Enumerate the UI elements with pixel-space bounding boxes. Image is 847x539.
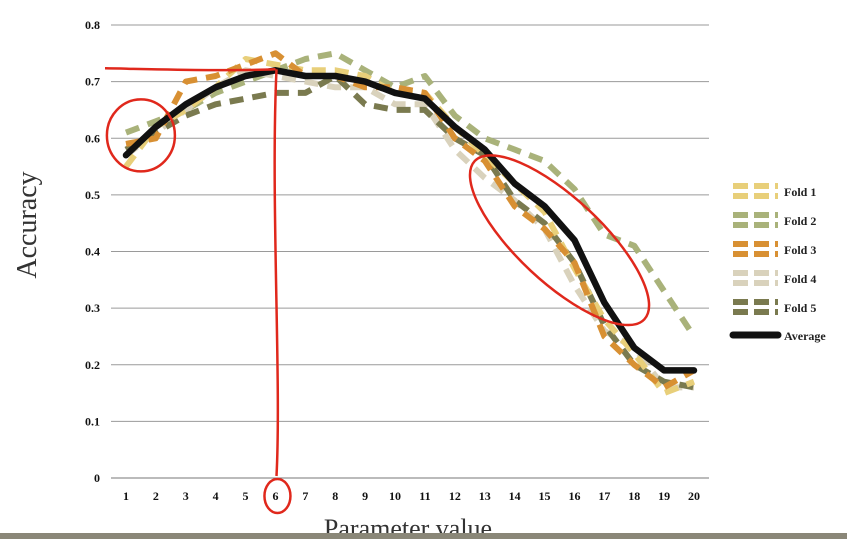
y-tick-label: 0 [94,471,100,485]
grid-lines [111,24,709,479]
y-tick-label: 0.4 [85,245,100,259]
x-tick-label: 12 [449,489,461,503]
y-tick-label: 0.6 [85,131,100,145]
x-tick-label: 1 [123,489,129,503]
y-tick-label: 0.8 [85,18,100,32]
legend-label: Average [784,329,826,343]
annotation-ellipse-descent [468,154,651,327]
x-tick-label: 9 [362,489,368,503]
x-tick-label: 7 [302,489,308,503]
y-tick-label: 0.7 [85,75,100,89]
y-tick-label: 0.2 [85,358,100,372]
x-tick-label: 6 [272,489,278,503]
y-tick-label: 0.3 [85,301,100,315]
series-line-fold-2 [124,50,697,339]
annotation-vertical-line [273,69,280,477]
legend-label: Fold 3 [784,243,816,257]
annotation-circle-start [105,98,177,173]
x-tick-label: 5 [243,489,249,503]
x-tick-label: 10 [389,489,401,503]
series-lines [122,50,698,397]
x-tick-label: 3 [183,489,189,503]
x-tick-label: 13 [479,489,491,503]
x-tick-label: 2 [153,489,159,503]
y-tick-label: 0.1 [85,414,100,428]
x-tick-label: 18 [628,489,640,503]
series-line-average [122,67,698,374]
legend-label: Fold 5 [784,301,816,315]
x-tick-label: 4 [213,489,219,503]
x-tick-labels: 1 2 3 4 5 6 7 8 9 10 11 12 13 14 15 16 17 18 19 20 [123,489,700,503]
legend-label: Fold 4 [784,272,816,286]
y-axis-title: Accuracy [12,171,43,278]
bottom-divider [0,533,847,539]
x-tick-label: 15 [539,489,551,503]
red-annotations [104,67,651,515]
x-tick-label: 11 [419,489,430,503]
y-tick-label: 0.5 [85,188,100,202]
x-tick-label: 8 [332,489,338,503]
annotation-peak-line [104,67,276,72]
series-line-fold-3 [125,50,696,391]
x-tick-label: 19 [658,489,670,503]
legend-label: Fold 1 [784,185,816,199]
legend: Fold 1 Fold 2 Fold 3 Fold 4 Fold 5 Average [729,183,826,343]
x-tick-label: 17 [598,489,610,503]
annotation-circle-x6 [263,477,292,515]
legend-label: Fold 2 [784,214,816,228]
y-tick-labels: 0 0.1 0.2 0.3 0.4 0.5 0.6 0.7 0.8 [85,18,100,485]
x-tick-label: 20 [688,489,700,503]
x-tick-label: 16 [568,489,580,503]
x-tick-label: 14 [509,489,521,503]
